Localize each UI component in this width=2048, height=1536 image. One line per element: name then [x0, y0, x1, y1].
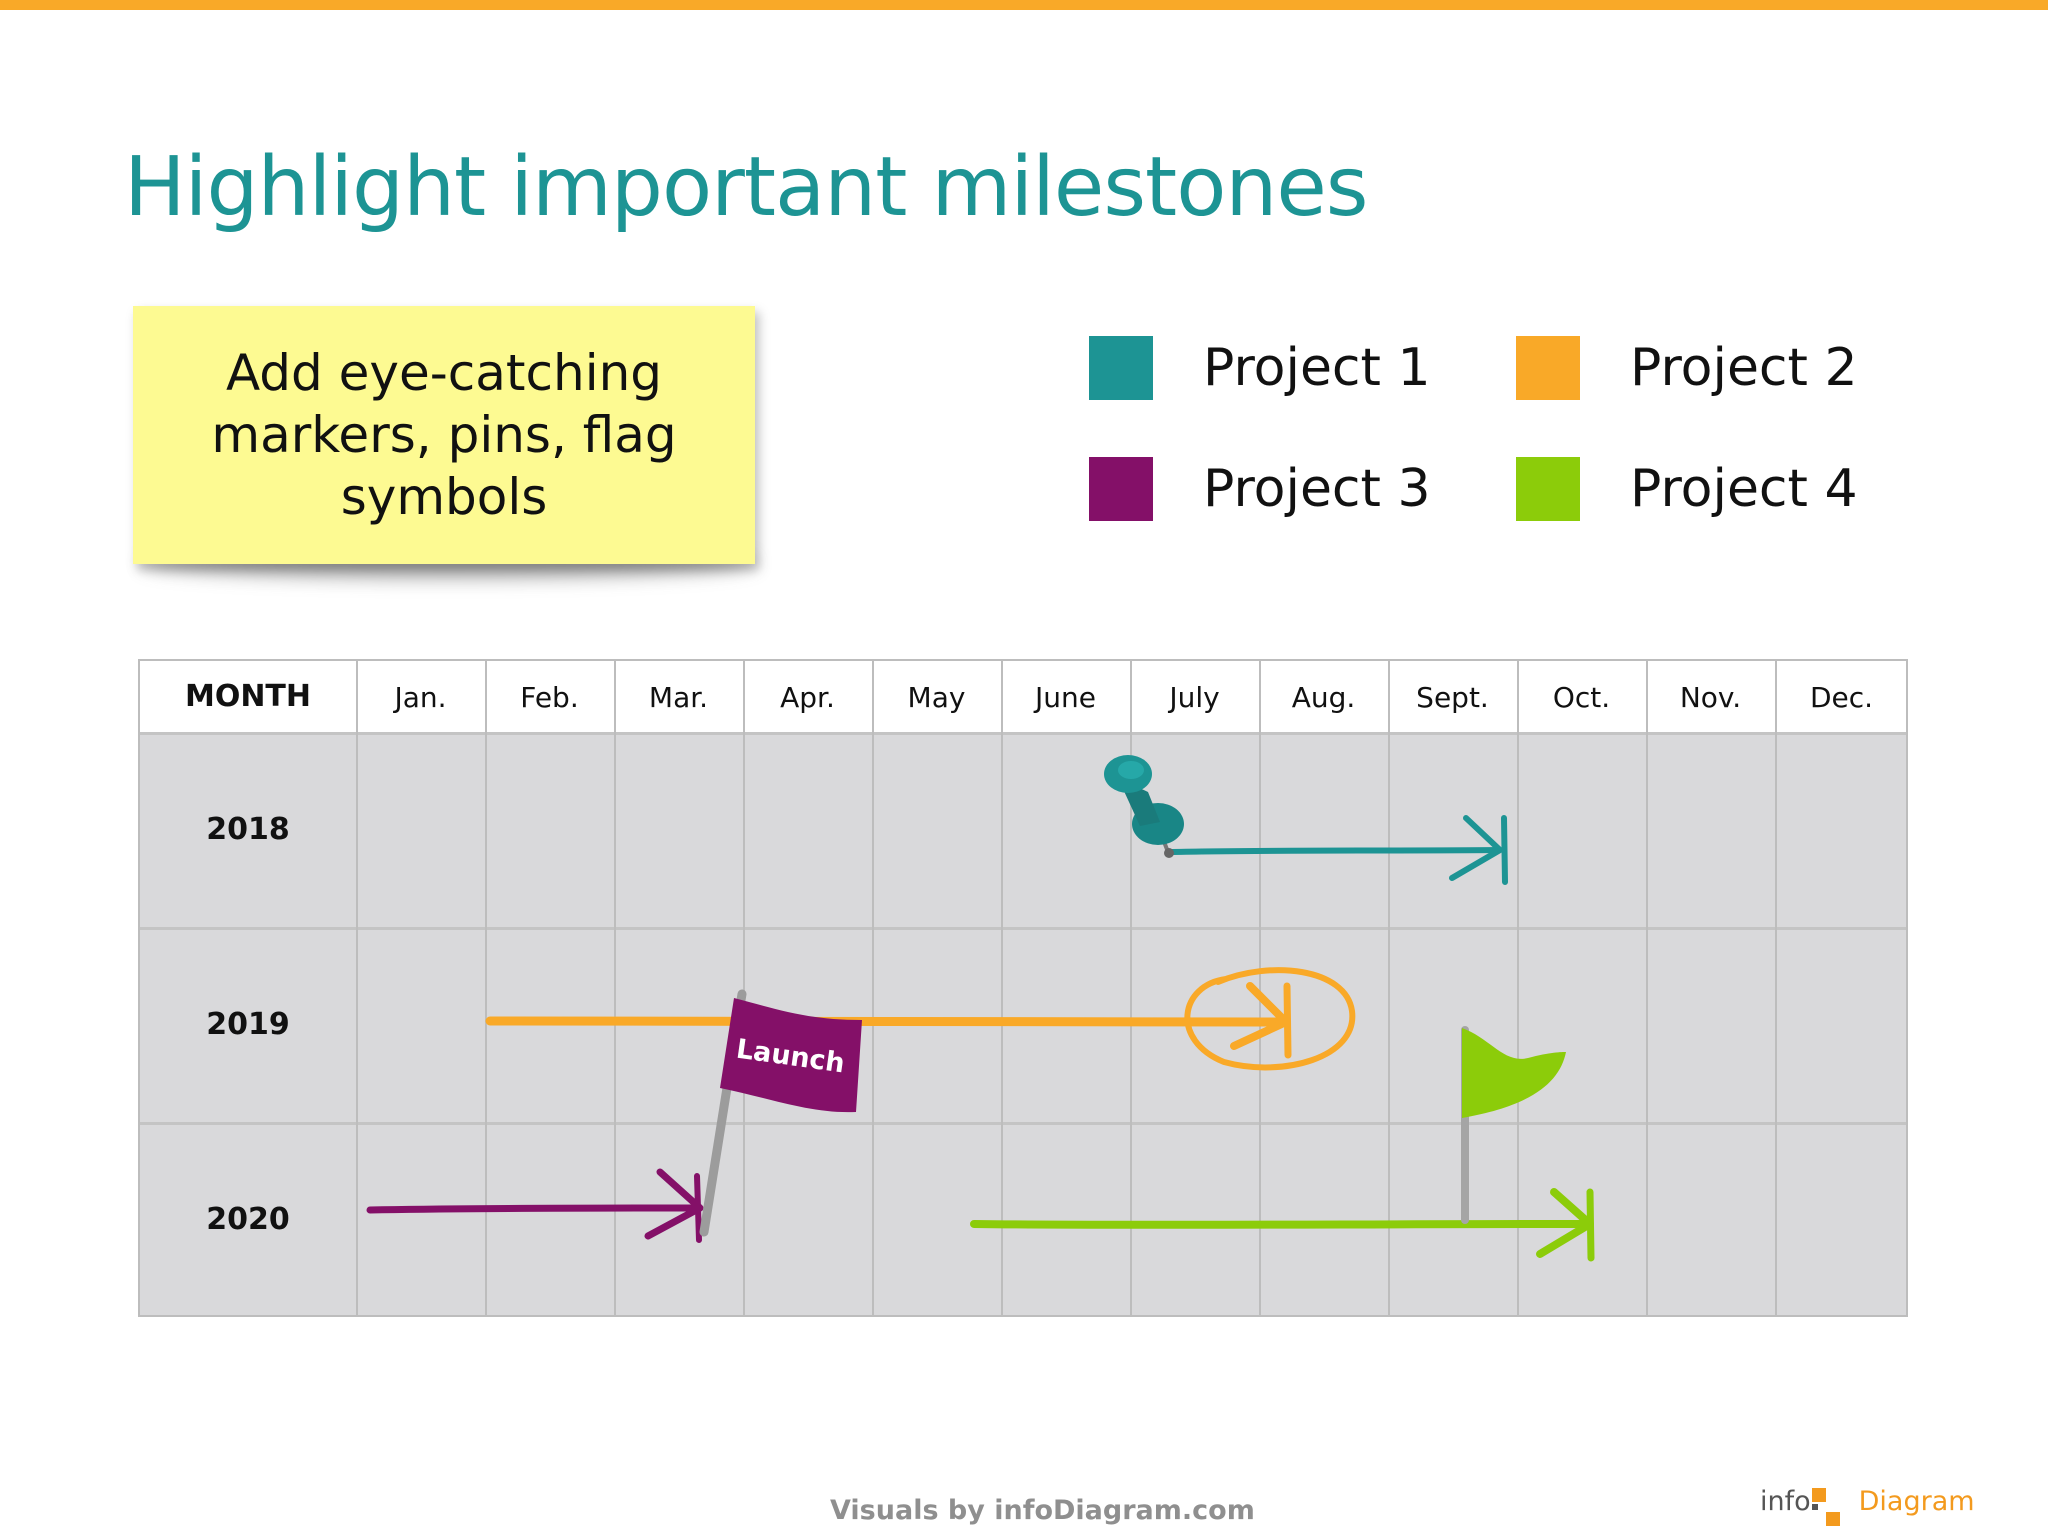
- timeline-grid: MONTH Jan. Feb. Mar. Apr. May June July …: [138, 659, 1908, 1317]
- footer-credit: Visuals by infoDiagram.com: [830, 1495, 1255, 1526]
- year-label-2018: 2018: [206, 812, 290, 847]
- legend-item-project-3: Project 3: [1089, 457, 1431, 521]
- grid-column-divider: [1259, 661, 1261, 1315]
- month-label-july: July: [1169, 681, 1220, 714]
- month-label-jan: Jan.: [394, 681, 447, 714]
- grid-column-divider: [1646, 661, 1648, 1315]
- month-header-label: MONTH: [184, 679, 312, 714]
- sticky-note: Add eye-catching markers, pins, flag sym…: [133, 306, 755, 564]
- legend-label-project-2: Project 2: [1630, 338, 1858, 398]
- legend-item-project-1: Project 1: [1089, 336, 1431, 400]
- grid-column-divider: [356, 661, 358, 1315]
- legend-swatch-project-3: [1089, 457, 1153, 521]
- grid-column-divider: [614, 661, 616, 1315]
- month-label-may: May: [907, 681, 966, 714]
- legend-swatch-project-1: [1089, 336, 1153, 400]
- legend-swatch-project-4: [1516, 457, 1580, 521]
- legend-label-project-4: Project 4: [1630, 459, 1858, 519]
- grid-row-divider: [140, 732, 1906, 735]
- year-label-2020: 2020: [206, 1202, 290, 1237]
- month-label-nov: Nov.: [1679, 681, 1742, 714]
- year-label-2019: 2019: [206, 1007, 290, 1042]
- month-label-feb: Feb.: [520, 681, 579, 714]
- legend-item-project-4: Project 4: [1516, 457, 1858, 521]
- logo-text-info: info: [1760, 1486, 1811, 1517]
- grid-column-divider: [1517, 661, 1519, 1315]
- grid-row-divider: [140, 1122, 1906, 1125]
- grid-row-divider: [140, 927, 1906, 930]
- legend-label-project-1: Project 1: [1203, 338, 1431, 398]
- grid-column-divider: [743, 661, 745, 1315]
- page-title: Highlight important milestones: [124, 140, 1369, 235]
- grid-column-divider: [1001, 661, 1003, 1315]
- sticky-note-text: Add eye-catching markers, pins, flag sym…: [211, 344, 677, 526]
- infodiagram-logo: info Diagram: [1760, 1486, 1975, 1517]
- grid-column-divider: [1775, 661, 1777, 1315]
- month-label-oct: Oct.: [1552, 681, 1611, 714]
- grid-column-divider: [1130, 661, 1132, 1315]
- legend-swatch-project-2: [1516, 336, 1580, 400]
- month-label-dec: Dec.: [1809, 681, 1874, 714]
- top-accent-bar: [0, 0, 2048, 10]
- month-label-aug: Aug.: [1291, 681, 1356, 714]
- timeline-header-row: [140, 661, 1906, 734]
- month-label-sept: Sept.: [1416, 681, 1489, 714]
- month-label-apr: Apr.: [780, 681, 835, 714]
- month-label-mar: Mar.: [648, 681, 709, 714]
- grid-column-divider: [485, 661, 487, 1315]
- month-label-june: June: [1035, 681, 1096, 714]
- legend-label-project-3: Project 3: [1203, 459, 1431, 519]
- legend-item-project-2: Project 2: [1516, 336, 1858, 400]
- grid-column-divider: [1388, 661, 1390, 1315]
- grid-column-divider: [872, 661, 874, 1315]
- logo-text-diagram: Diagram: [1858, 1486, 1975, 1517]
